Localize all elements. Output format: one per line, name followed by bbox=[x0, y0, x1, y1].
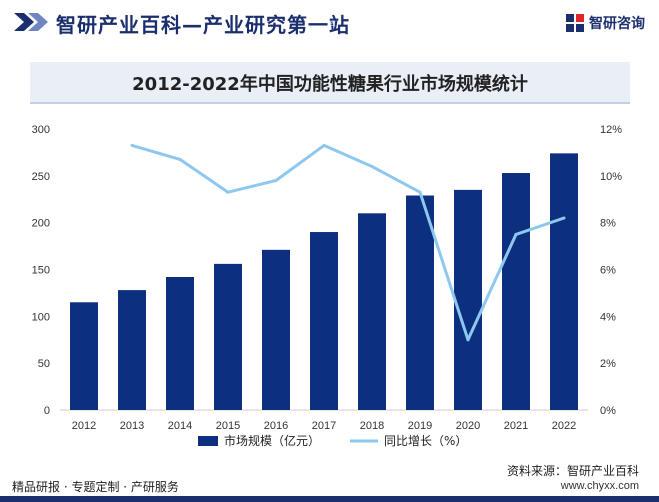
x-tick-label: 2012 bbox=[72, 420, 96, 432]
bar bbox=[214, 263, 242, 410]
x-tick-label: 2020 bbox=[456, 420, 480, 432]
y-right-tick-label: 8% bbox=[600, 218, 616, 230]
y-left-tick-label: 0 bbox=[44, 405, 50, 417]
y-right-tick-label: 12% bbox=[600, 124, 622, 136]
growth-point bbox=[322, 143, 326, 147]
growth-point bbox=[274, 179, 278, 183]
bar bbox=[118, 290, 146, 410]
growth-point bbox=[226, 190, 230, 194]
logo-text: 智研咨询 bbox=[589, 16, 645, 32]
growth-point bbox=[418, 190, 422, 194]
zhiyan-logo-icon bbox=[566, 14, 584, 32]
growth-point bbox=[370, 164, 374, 168]
growth-line bbox=[131, 143, 565, 342]
top-bar: 智研产业百科—产业研究第一站 a 智研咨询 bbox=[0, 0, 659, 44]
chart: 0 50 100 150 200 250 300 0% 2% 4% 6% 8% 10% 12% 2012 20… bbox=[32, 124, 623, 448]
y-left-tick-label: 300 bbox=[32, 124, 50, 136]
brand-logo[interactable]: 智研咨询 bbox=[565, 12, 645, 34]
bar bbox=[454, 189, 482, 410]
legend-bar-label: 市场规模（亿元） bbox=[224, 433, 320, 448]
y-left-tick-label: 250 bbox=[32, 171, 50, 183]
growth-point bbox=[130, 143, 134, 147]
x-tick-label: 2017 bbox=[312, 420, 336, 432]
x-tick-label: 2013 bbox=[120, 420, 144, 432]
x-tick-label: 2014 bbox=[168, 420, 192, 432]
bar bbox=[262, 249, 290, 410]
y-left-tick-label: 150 bbox=[32, 265, 50, 277]
x-tick-label: 2016 bbox=[264, 420, 288, 432]
legend-bar-swatch bbox=[198, 436, 218, 446]
growth-point bbox=[562, 216, 566, 220]
x-tick-label: 2019 bbox=[408, 420, 432, 432]
bar bbox=[358, 213, 386, 410]
site-title: 智研产业百科—产业研究第一站 bbox=[56, 13, 350, 37]
y-right-tick-label: 6% bbox=[600, 265, 616, 277]
bar bbox=[550, 153, 578, 410]
y-right-tick-label: 10% bbox=[600, 171, 622, 183]
bar bbox=[406, 195, 434, 410]
legend-line-label: 同比增长（%） bbox=[384, 434, 467, 448]
x-tick-label: 2018 bbox=[360, 420, 384, 432]
bar bbox=[70, 302, 98, 410]
chart-title: 2012-2022年中国功能性糖果行业市场规模统计 bbox=[132, 74, 528, 95]
bar bbox=[502, 173, 530, 410]
x-tick-label: 2021 bbox=[504, 420, 528, 432]
footer-services: 精品研报 · 专题定制 · 产研服务 bbox=[12, 480, 179, 494]
bar bbox=[166, 276, 194, 410]
x-tick-label: 2022 bbox=[552, 420, 576, 432]
growth-point bbox=[514, 232, 518, 236]
site-url[interactable]: www.chyxx.com bbox=[560, 480, 639, 492]
site-subtitle: a bbox=[330, 18, 336, 29]
growth-point bbox=[466, 338, 470, 342]
double-chevron-icon bbox=[14, 13, 48, 31]
y-left-tick-label: 100 bbox=[32, 311, 50, 323]
footer-strip bbox=[0, 496, 659, 502]
y-right-tick-label: 0% bbox=[600, 405, 616, 417]
y-left-tick-label: 200 bbox=[32, 218, 50, 230]
x-tick-label: 2015 bbox=[216, 420, 240, 432]
data-source: 资料来源：智研产业百科 bbox=[506, 464, 639, 478]
y-right-tick-label: 4% bbox=[600, 311, 616, 323]
bar bbox=[310, 232, 338, 410]
y-right-tick-label: 2% bbox=[600, 358, 616, 370]
growth-point bbox=[178, 157, 182, 161]
y-left-tick-label: 50 bbox=[38, 358, 50, 370]
chart-title-banner: 2012-2022年中国功能性糖果行业市场规模统计 bbox=[30, 62, 630, 104]
